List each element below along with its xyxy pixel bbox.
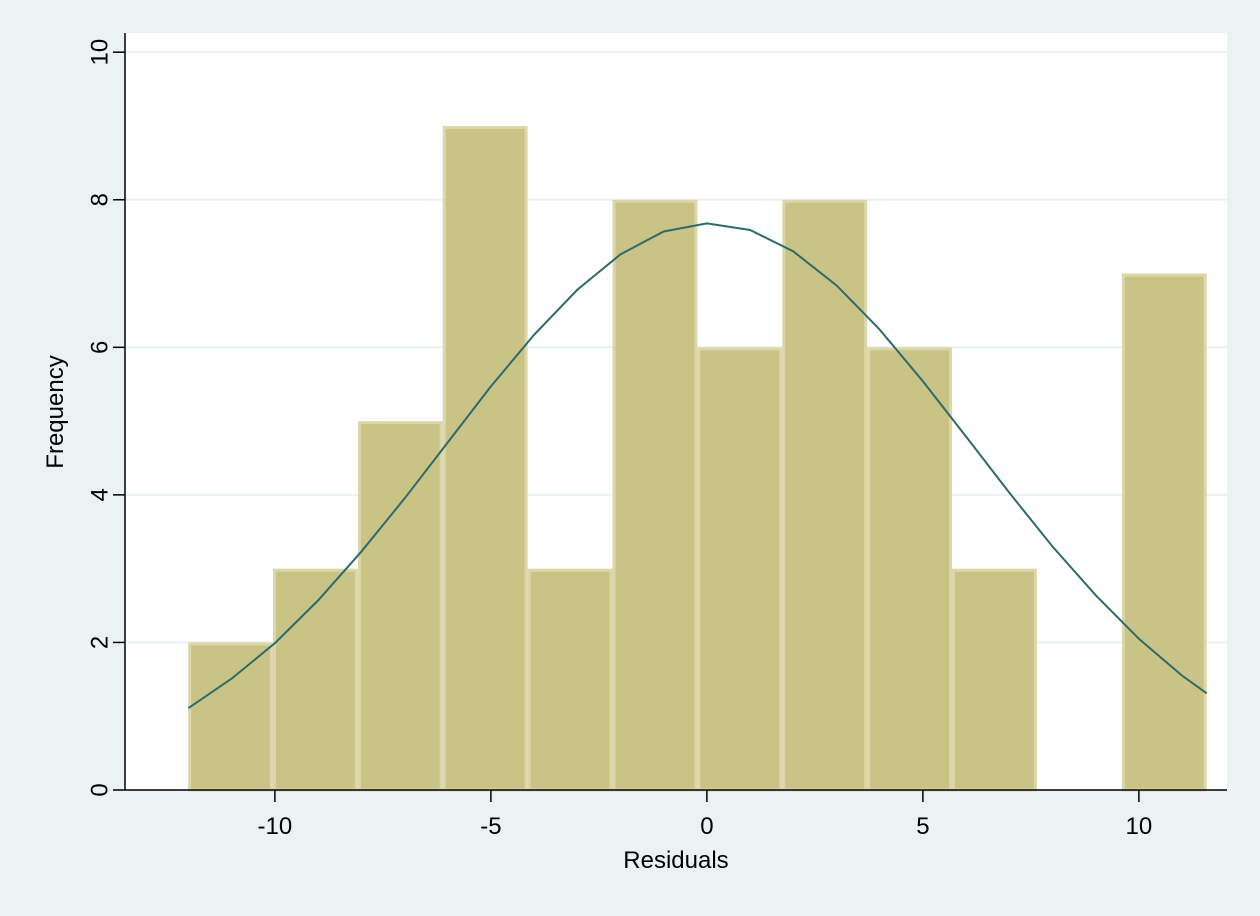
bar <box>697 347 783 792</box>
y-tick-label: 10 <box>86 39 113 66</box>
bar <box>782 199 868 792</box>
y-axis-label: Frequency <box>42 355 69 468</box>
y-tick-label: 0 <box>86 783 113 796</box>
x-tick-label: -10 <box>258 813 293 840</box>
y-tick-label: 8 <box>86 193 113 206</box>
bar <box>357 421 443 792</box>
bar <box>612 199 698 792</box>
bar <box>867 347 953 792</box>
bar <box>1121 273 1207 792</box>
x-tick-label: -5 <box>480 813 501 840</box>
y-tick-label: 4 <box>86 488 113 501</box>
x-tick-label: 5 <box>916 813 929 840</box>
y-tick-label: 6 <box>86 341 113 354</box>
x-tick-label: 10 <box>1126 813 1153 840</box>
normal-curve <box>187 222 1208 709</box>
bar <box>952 568 1037 792</box>
bar <box>442 125 528 792</box>
x-tick-label: 0 <box>700 813 713 840</box>
y-tick-label: 2 <box>86 636 113 649</box>
x-axis-label: Residuals <box>623 847 728 874</box>
bar <box>527 568 613 792</box>
bar <box>188 642 273 792</box>
bar <box>272 568 358 792</box>
